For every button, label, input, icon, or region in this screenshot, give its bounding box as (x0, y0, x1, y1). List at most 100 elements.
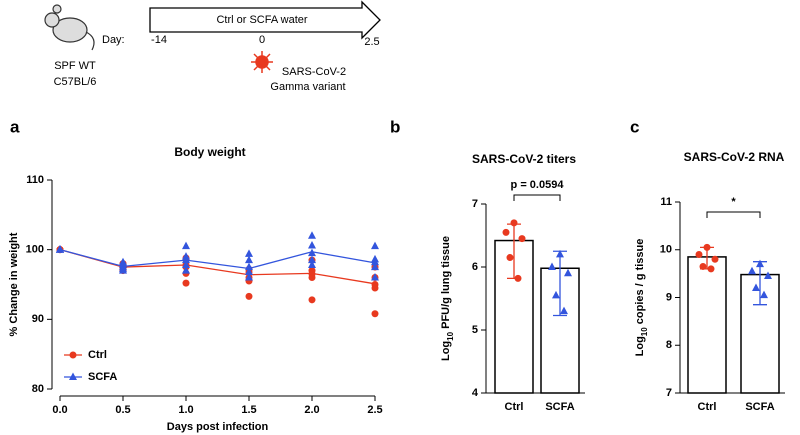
data-point (308, 231, 316, 239)
virus-icon (251, 51, 273, 73)
data-point (308, 274, 316, 282)
data-point (182, 279, 190, 287)
data-point (371, 257, 379, 266)
significance-bracket (706, 211, 761, 218)
data-point (371, 241, 379, 250)
x-axis-label: Days post infection (167, 421, 269, 433)
data-point (703, 243, 711, 251)
day-label: Day: (102, 34, 125, 46)
chart-title: SARS-CoV-2 titers (472, 152, 576, 166)
data-point (245, 273, 253, 281)
series-line (59, 249, 376, 270)
data-point (764, 271, 772, 280)
data-point (245, 262, 253, 271)
y-axis-label-part: copies / g tissue (634, 239, 646, 328)
x-tick-label: 2.0 (304, 404, 319, 416)
data-point (564, 268, 572, 277)
y-axis-label: Log10 copies / g tissue (634, 239, 649, 357)
chart-title: SARS-CoV-2 RNA (684, 150, 785, 164)
data-point (245, 255, 253, 264)
legend-marker (69, 372, 77, 380)
data-point (371, 310, 379, 318)
chart-title: Body weight (174, 145, 245, 159)
data-point (182, 260, 190, 268)
legend-label: Ctrl (88, 349, 107, 361)
y-axis-label-part: Log (440, 341, 452, 361)
data-point (756, 259, 764, 268)
data-point (752, 283, 760, 291)
y-tick-label: 9 (666, 291, 672, 303)
data-point (245, 292, 253, 300)
strain: C57BL/6 (54, 76, 97, 88)
y-tick-label: 90 (32, 313, 44, 325)
data-point (371, 284, 379, 292)
data-point (711, 255, 719, 263)
bar (740, 273, 780, 394)
x-tick-label: 1.0 (178, 404, 193, 416)
significance-bracket (513, 194, 561, 201)
data-point (502, 228, 510, 236)
x-tick-label: 1.5 (241, 404, 256, 416)
data-point (182, 266, 190, 274)
y-axis-label-part: Log (634, 336, 646, 356)
data-point (182, 241, 190, 250)
x-tick-label: 0.5 (115, 404, 130, 416)
bar (687, 256, 727, 394)
legend-label: SCFA (88, 371, 117, 383)
panel-label: c (630, 117, 639, 136)
data-point (506, 254, 514, 262)
panel-label: b (390, 117, 400, 136)
y-tick-label: 11 (660, 196, 672, 208)
day: -14 (151, 34, 167, 46)
strain: SPF WT (54, 60, 96, 72)
virus-label: SARS-CoV-2 (282, 66, 346, 78)
y-tick-label: 6 (472, 261, 478, 273)
y-axis-label: Log10 PFU/g lung tissue (440, 236, 455, 361)
x-tick-label: Ctrl (505, 401, 524, 413)
y-tick-label: 100 (26, 244, 44, 256)
y-axis-label-part: PFU/g lung tissue (440, 236, 452, 332)
day: 2.5 (364, 36, 379, 48)
data-point (695, 251, 703, 259)
timeline-arrow (149, 0, 381, 40)
data-point (560, 306, 568, 315)
data-point (56, 245, 64, 253)
legend-marker (69, 351, 77, 359)
y-tick-label: 110 (26, 174, 44, 186)
y-axis-label-part: 10 (446, 331, 455, 340)
data-point (514, 274, 522, 282)
x-tick-label: SCFA (745, 401, 774, 413)
data-point (308, 296, 316, 304)
data-point (245, 249, 253, 257)
day: 0 (259, 34, 265, 46)
data-point (371, 262, 379, 271)
data-point (119, 266, 127, 274)
y-axis-label-part: 10 (640, 327, 649, 336)
y-axis-label: % Change in weight (8, 232, 20, 336)
data-point (748, 266, 756, 275)
data-point (308, 255, 316, 264)
y-tick-label: 7 (472, 198, 478, 210)
x-tick-label: 2.5 (367, 404, 382, 416)
panel-label: a (10, 117, 20, 136)
data-point (518, 235, 526, 243)
virus-label: Gamma variant (270, 81, 345, 93)
data-point (707, 265, 715, 273)
x-tick-label: 0.0 (52, 404, 67, 416)
x-tick-label: Ctrl (698, 401, 717, 413)
mouse-icon (44, 4, 95, 51)
data-point (308, 260, 316, 268)
data-point (510, 219, 518, 227)
data-point (308, 248, 316, 257)
x-tick-label: SCFA (545, 401, 574, 413)
y-tick-label: 10 (660, 244, 672, 256)
timeline-label: Ctrl or SCFA water (216, 14, 307, 26)
data-point (699, 262, 707, 270)
y-tick-label: 80 (32, 383, 44, 395)
data-point (552, 290, 560, 299)
data-point (245, 267, 253, 275)
data-point (182, 255, 190, 264)
y-tick-label: 7 (666, 387, 672, 399)
annotation: * (731, 196, 736, 208)
